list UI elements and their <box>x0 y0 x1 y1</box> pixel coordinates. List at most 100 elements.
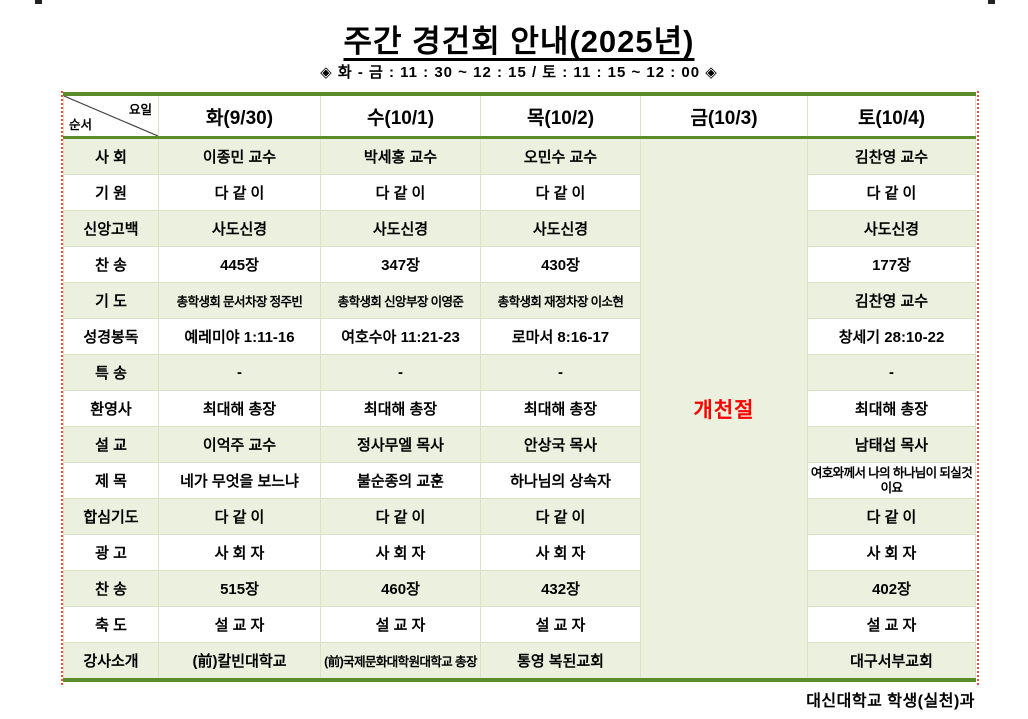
schedule-cell: 통영 복된교회 <box>480 642 641 681</box>
table-row: 특 송---- <box>63 354 976 391</box>
schedule-cell: 총학생회 문서차장 정주빈 <box>158 282 321 319</box>
schedule-cell: 대구서부교회 <box>807 642 976 681</box>
corner-header-cell: 요일 순서 <box>63 93 159 139</box>
page-margin-line-right <box>977 91 979 685</box>
schedule-cell: 다 같 이 <box>480 498 641 535</box>
table-row: 강사소개 (前)칼빈대학교 (前)국제문화대학원대학교 총장 통영 복된교회 대구서부교… <box>63 642 976 681</box>
table-row: 사 회 이종민 교수 박세홍 교수 오민수 교수 개천절 김찬영 교수 <box>63 137 976 681</box>
row-label: 축 도 <box>63 606 159 643</box>
day-header-0: 화(9/30) <box>158 93 321 139</box>
table-row: 기 도 총학생회 문서차장 정주빈 총학생회 신앙부장 이영준 총학생회 재정차장 이… <box>63 282 976 319</box>
schedule-cell: 박세홍 교수 <box>320 137 481 175</box>
schedule-cell: 로마서 8:16-17 <box>480 318 641 355</box>
crop-mark-left <box>35 0 42 4</box>
row-label: 사 회 <box>63 137 159 175</box>
diagonal-line <box>64 96 157 135</box>
table-row: 신앙고백 사도신경 사도신경 사도신경 사도신경 <box>63 210 976 247</box>
row-label: 성경봉독 <box>63 318 159 355</box>
schedule-cell: 402장 <box>807 570 976 607</box>
page-title: 주간 경건회 안내(2025년) <box>343 24 695 59</box>
schedule-cell: 최대해 총장 <box>320 390 481 427</box>
schedule-cell: 정사무엘 목사 <box>320 426 481 463</box>
row-label: 기 원 <box>63 174 159 211</box>
schedule-cell: 총학생회 재정차장 이소현 <box>480 282 641 319</box>
service-time-subtitle: ◈ 화 - 금 : 11 : 30 ~ 12 : 15 / 토 : 11 : 1… <box>320 64 718 81</box>
schedule-cell: 여호와께서 나의 하나님이 되실것이요 <box>807 462 976 499</box>
row-label: 제 목 <box>63 462 159 499</box>
table-row: 찬 송 445장 347장 430장 177장 <box>63 246 976 283</box>
schedule-cell: - <box>807 354 976 391</box>
schedule-cell: 설 교 자 <box>320 606 481 643</box>
schedule-cell: 177장 <box>807 246 976 283</box>
row-label: 찬 송 <box>63 570 159 607</box>
row-label: 합심기도 <box>63 498 159 535</box>
schedule-cell: 김찬영 교수 <box>807 282 976 319</box>
row-label: 광 고 <box>63 534 159 571</box>
schedule-cell: 460장 <box>320 570 481 607</box>
schedule-cell: 불순종의 교훈 <box>320 462 481 499</box>
table-row: 성경봉독 예레미야 1:11-16 여호수아 11:21-23 로마서 8:16-17… <box>63 318 976 355</box>
table-row: 환영사 최대해 총장 최대해 총장 최대해 총장 최대해 총장 <box>63 390 976 427</box>
row-label: 환영사 <box>63 390 159 427</box>
header-row: 요일 순서 화(9/30) 수(10/1) 목(10/2) 금(10/3) 토(10/4… <box>63 93 976 139</box>
schedule-cell: (前)국제문화대학원대학교 총장 <box>320 642 481 681</box>
schedule-cell: 네가 무엇을 보느냐 <box>158 462 321 499</box>
schedule-cell: 430장 <box>480 246 641 283</box>
corner-label-order: 순서 <box>69 118 93 132</box>
schedule-cell: 최대해 총장 <box>807 390 976 427</box>
row-label: 신앙고백 <box>63 210 159 247</box>
schedule-cell: 사도신경 <box>807 210 976 247</box>
schedule-cell: (前)칼빈대학교 <box>158 642 321 681</box>
schedule-cell: 다 같 이 <box>807 498 976 535</box>
schedule-cell: 사 회 자 <box>158 534 321 571</box>
schedule-cell: 최대해 총장 <box>480 390 641 427</box>
schedule-cell: 김찬영 교수 <box>807 137 976 175</box>
schedule-cell: 이종민 교수 <box>158 137 321 175</box>
schedule-cell: 사도신경 <box>480 210 641 247</box>
row-label: 강사소개 <box>63 642 159 681</box>
schedule-cell: 다 같 이 <box>807 174 976 211</box>
schedule-cell: 안상국 목사 <box>480 426 641 463</box>
table-row: 제 목 네가 무엇을 보느냐 불순종의 교훈 하나님의 상속자 여호와께서 나의 하나님… <box>63 462 976 499</box>
schedule-cell: 이억주 교수 <box>158 426 321 463</box>
table-row: 설 교 이억주 교수 정사무엘 목사 안상국 목사 남태섭 목사 <box>63 426 976 463</box>
schedule-cell: 사도신경 <box>320 210 481 247</box>
schedule-cell: 445장 <box>158 246 321 283</box>
schedule-cell: 사 회 자 <box>807 534 976 571</box>
row-label: 특 송 <box>63 354 159 391</box>
schedule-cell: 하나님의 상속자 <box>480 462 641 499</box>
schedule-cell: 다 같 이 <box>320 498 481 535</box>
schedule-cell: 여호수아 11:21-23 <box>320 318 481 355</box>
schedule-cell: - <box>480 354 641 391</box>
page-margin-line-left <box>61 91 63 685</box>
schedule-cell: 사 회 자 <box>320 534 481 571</box>
schedule-cell: 347장 <box>320 246 481 283</box>
row-label: 기 도 <box>63 282 159 319</box>
day-header-2: 목(10/2) <box>480 93 641 139</box>
schedule-cell: 설 교 자 <box>480 606 641 643</box>
schedule-cell: 설 교 자 <box>807 606 976 643</box>
schedule-cell: 다 같 이 <box>480 174 641 211</box>
schedule-cell: 오민수 교수 <box>480 137 641 175</box>
schedule-cell: 최대해 총장 <box>158 390 321 427</box>
footer-credit: 대신대학교 학생(실천)과 <box>806 693 975 710</box>
holiday-cell: 개천절 <box>640 137 808 681</box>
day-header-3: 금(10/3) <box>640 93 808 139</box>
weekly-schedule-table: 요일 순서 화(9/30) 수(10/1) 목(10/2) 금(10/3) 토(10/4… <box>63 92 976 682</box>
table-row: 찬 송 515장 460장 432장 402장 <box>63 570 976 607</box>
schedule-cell: 다 같 이 <box>158 498 321 535</box>
crop-mark-right <box>988 0 995 4</box>
schedule-cell: - <box>158 354 321 391</box>
schedule-cell: 사 회 자 <box>480 534 641 571</box>
row-label: 찬 송 <box>63 246 159 283</box>
row-label: 설 교 <box>63 426 159 463</box>
day-header-1: 수(10/1) <box>320 93 481 139</box>
schedule-cell: 예레미야 1:11-16 <box>158 318 321 355</box>
schedule-cell: 다 같 이 <box>158 174 321 211</box>
schedule-cell: 432장 <box>480 570 641 607</box>
schedule-cell: 515장 <box>158 570 321 607</box>
schedule-cell: 다 같 이 <box>320 174 481 211</box>
